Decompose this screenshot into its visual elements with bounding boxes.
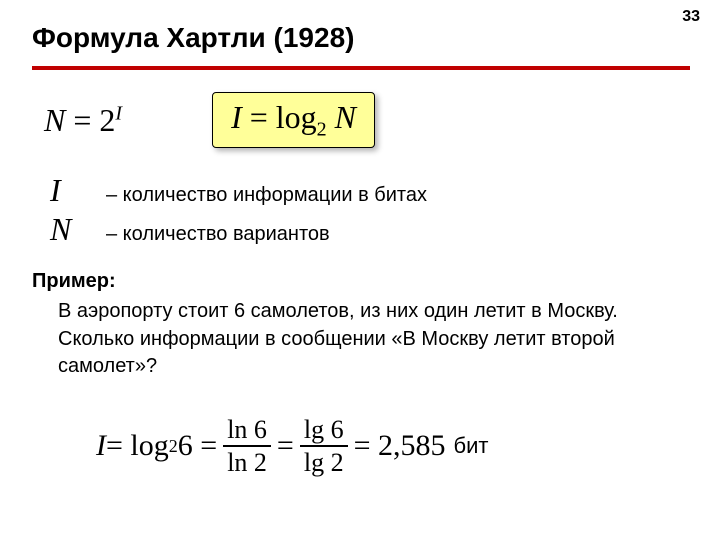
ff-I: I — [96, 429, 106, 463]
ff-six1: 6 = — [178, 429, 217, 463]
frac-lg-num: lg 6 — [300, 416, 348, 443]
slide-title: Формула Хартли (1928) — [32, 22, 354, 54]
ff-eq2: = — [277, 429, 294, 463]
box-N: N — [327, 99, 356, 135]
formula1-eq: = 2 — [65, 102, 115, 138]
frac-ln: ln 6 ln 2 — [223, 416, 271, 476]
box-I: I — [231, 99, 242, 135]
frac-ln-den: ln 2 — [223, 449, 271, 476]
formula1-sup: I — [115, 102, 122, 124]
page-number: 33 — [682, 8, 700, 26]
frac-ln-num: ln 6 — [223, 416, 271, 443]
bit-label: бит — [454, 433, 489, 459]
def-symbol-N: N — [50, 211, 106, 248]
def-symbol-I: I — [50, 172, 106, 209]
box-sub: 2 — [317, 118, 327, 140]
frac-ln-bar — [223, 445, 271, 447]
ff-sub1: 2 — [169, 436, 178, 457]
frac-lg-den: lg 2 — [300, 449, 348, 476]
box-eq: = log — [242, 99, 317, 135]
example-label: Пример: — [32, 270, 116, 293]
result-formula: I = log2 6 = ln 6 ln 2 = lg 6 lg 2 = 2,5… — [96, 416, 488, 476]
example-text: В аэропорту стоит 6 самолетов, из них од… — [58, 298, 658, 381]
def-text-I: – количество информации в битах — [106, 184, 427, 207]
definition-N: N – количество вариантов — [50, 211, 427, 248]
frac-lg: lg 6 lg 2 — [300, 416, 348, 476]
def-text-N: – количество вариантов — [106, 223, 330, 246]
formula-hartley-box: I = log2 N — [212, 92, 375, 148]
formula-n-equals: N = 2I — [44, 102, 122, 139]
definitions: I – количество информации в битах N – ко… — [50, 172, 427, 250]
formula1-lhs: N — [44, 102, 65, 138]
formula-row: N = 2I I = log2 N — [44, 92, 375, 148]
frac-lg-bar — [300, 445, 348, 447]
ff-eq1: = log — [106, 429, 169, 463]
definition-I: I – количество информации в битах — [50, 172, 427, 209]
ff-eq3: = 2,585 — [354, 429, 446, 463]
title-underline — [32, 66, 690, 70]
